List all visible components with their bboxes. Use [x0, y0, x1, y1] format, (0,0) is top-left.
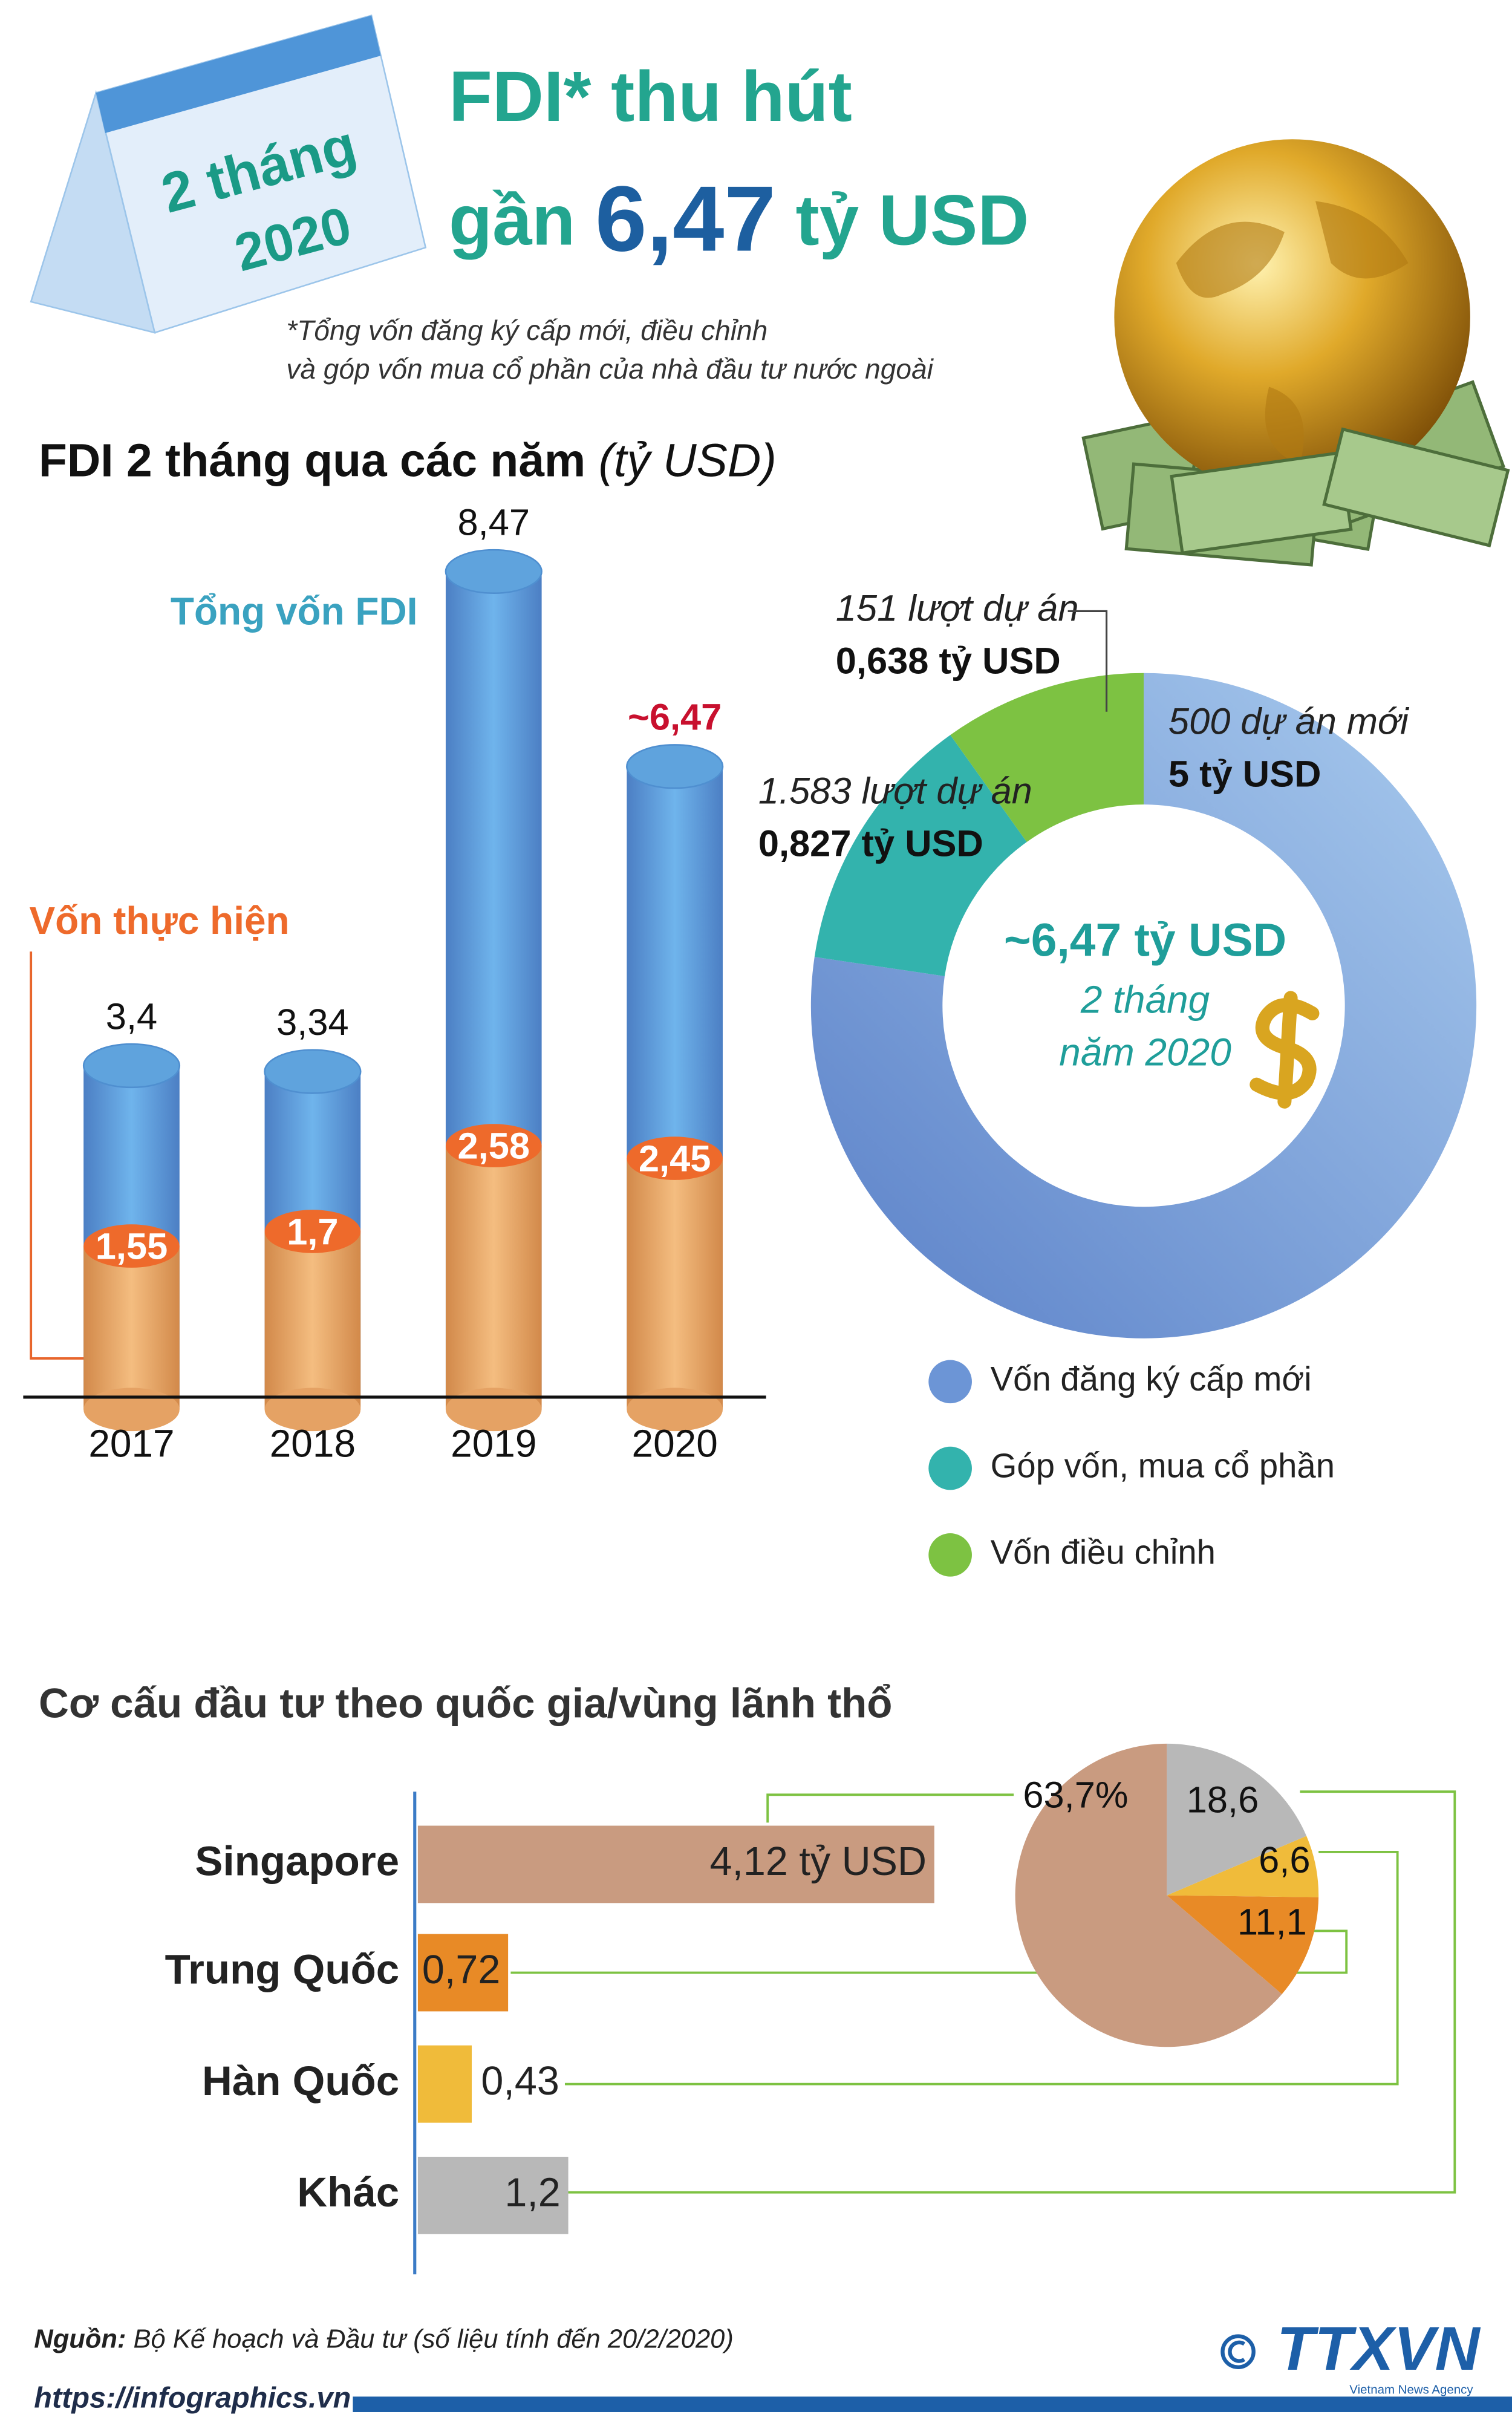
donut-segment [810, 673, 1477, 1339]
share-label: 11,1 [1237, 1901, 1307, 1943]
value-label: 4,12 tỷ USD [709, 1839, 927, 1884]
realized-top [264, 1210, 361, 1253]
pie-slice [1167, 1743, 1307, 1896]
leader-line [1067, 610, 1108, 712]
globe-illustration [1081, 139, 1510, 567]
value-label: 1,55 [96, 1225, 168, 1267]
center-line: năm 2020 [1059, 1030, 1231, 1074]
category-label: Hàn Quốc [202, 2057, 399, 2104]
value-label: 1,7 [287, 1211, 338, 1253]
value-label: 0,638 tỷ USD [836, 641, 1061, 682]
section-title: Cơ cấu đầu tư theo quốc gia/vùng lãnh th… [39, 1680, 893, 1727]
project-label: 151 lượt dự án [836, 588, 1079, 630]
source-text: Bộ Kế hoạch và Đầu tư (số liệu tính đến … [134, 2325, 734, 2354]
footer-stripe [353, 2396, 1512, 2412]
country-chart: Singapore 4,12 tỷ USD Trung Quốc 0,72 Hàn Qu… [165, 1743, 1319, 2234]
bar [417, 1934, 509, 2012]
project-label: 1.583 lượt dự án [758, 770, 1032, 812]
series-label: Tổng vốn FDI [171, 589, 418, 633]
headline-suffix: tỷ USD [796, 180, 1029, 260]
bar [417, 2156, 569, 2234]
logo: TTXVN [1277, 2314, 1481, 2383]
chart-unit: (tỷ USD) [599, 435, 777, 487]
chart-title: FDI 2 tháng qua các năm (tỷ USD) [39, 435, 777, 487]
category-label: Khác [297, 2168, 399, 2216]
center-total: ~6,47 tỷ USD [1004, 915, 1286, 967]
cylinder-chart: Tổng vốn FDI Vốn thực hiện 3,4 1,55 2017 3,34… [23, 501, 766, 1466]
cylinder-top [445, 549, 543, 595]
donut-segment [950, 673, 1144, 843]
share-label: 18,6 [1187, 1779, 1259, 1821]
headline: gần 6,47 tỷ USD [449, 166, 1029, 270]
legend-label: Vốn đăng ký cấp mới [991, 1360, 1312, 1398]
realized-body [264, 1231, 361, 1410]
legend-swatch [928, 1533, 972, 1577]
value-label: 0,827 tỷ USD [758, 823, 983, 864]
note-line: và góp vốn mua cổ phần của nhà đầu tư nư… [286, 353, 934, 385]
headline-prefix: gần [449, 180, 575, 260]
x-tick-label: 2017 [88, 1422, 174, 1466]
cylinder-top [626, 744, 724, 789]
series-label: Vốn thực hiện [30, 899, 290, 942]
bar [417, 1825, 934, 1903]
x-tick-label: 2020 [632, 1422, 718, 1466]
note-line: *Tổng vốn đăng ký cấp mới, điều chỉnh [286, 315, 767, 346]
value-label: 5 tỷ USD [1168, 753, 1321, 795]
headline-value: 6,47 [595, 166, 776, 270]
share-label: 63,7% [1023, 1775, 1128, 1816]
url: https://infographics.vn [34, 2381, 351, 2414]
source-label: Nguồn: [34, 2325, 126, 2354]
center-line: 2 tháng [1080, 978, 1210, 1022]
pie-slice [1015, 1743, 1282, 2047]
value-label: 0,43 [481, 2059, 559, 2104]
share-label: 6,6 [1259, 1839, 1310, 1881]
value-label: 3,34 [276, 1002, 349, 1043]
donut-segment [814, 735, 1027, 977]
copyright-icon [1220, 2334, 1256, 2369]
x-tick-label: 2019 [451, 1422, 536, 1466]
source: Nguồn: Bộ Kế hoạch và Đầu tư (số liệu tí… [34, 2325, 734, 2354]
agency: Vietnam News Agency [1349, 2383, 1473, 2397]
realized-top [445, 1124, 542, 1167]
value-label: 2,45 [639, 1138, 711, 1179]
legend-swatch [928, 1446, 972, 1490]
legend-label: Góp vốn, mua cổ phần [991, 1446, 1335, 1484]
value-label: ~6,47 [628, 697, 722, 739]
legend-swatch [928, 1360, 972, 1404]
legend-label: Vốn điều chỉnh [991, 1533, 1216, 1571]
realized-body [627, 1158, 723, 1410]
calendar-badge [30, 14, 427, 334]
pie-slice [1167, 1895, 1319, 1995]
value-label: 0,72 [422, 1948, 500, 1992]
value-label: 2,58 [458, 1125, 530, 1167]
cylinder-top [82, 1043, 181, 1089]
category-label: Trung Quốc [165, 1946, 400, 1993]
realized-body [445, 1146, 542, 1410]
donut-chart: 500 dự án mới 5 tỷ USD 1.583 lượt dự án 0,8… [758, 588, 1477, 1577]
connector-lines [510, 1790, 1456, 2194]
category-label: Singapore [195, 1837, 399, 1885]
value-label: 3,4 [106, 996, 157, 1037]
value-label: 8,47 [458, 501, 530, 543]
dollar-icon [1250, 991, 1320, 1109]
title: FDI* thu hút [449, 56, 852, 136]
realized-body [83, 1246, 180, 1410]
project-label: 500 dự án mới [1168, 700, 1410, 742]
chart-title-text: FDI 2 tháng qua các năm [39, 435, 585, 487]
realized-top [627, 1136, 723, 1180]
pie-slice [1167, 1836, 1319, 1897]
x-tick-label: 2018 [270, 1422, 356, 1466]
value-label: 1,2 [504, 2170, 560, 2215]
realized-top [83, 1224, 180, 1268]
cylinder-top [264, 1049, 362, 1094]
bar [417, 2045, 472, 2123]
bracket-line [30, 951, 96, 1360]
